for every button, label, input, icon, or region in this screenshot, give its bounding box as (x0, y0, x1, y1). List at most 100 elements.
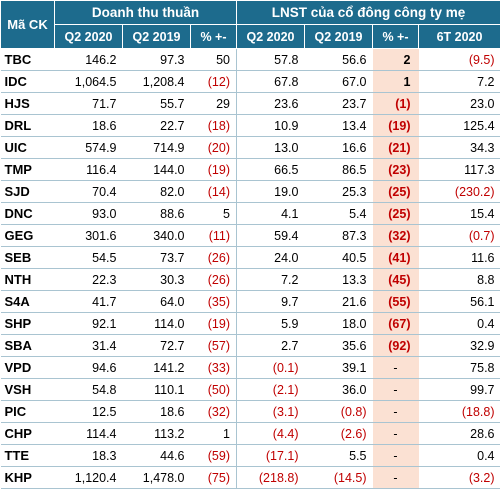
profit-q2-2020-cell: (17.1) (237, 445, 305, 467)
ticker-cell: SBA (1, 335, 55, 357)
revenue-q2-2019-cell: 714.9 (123, 137, 191, 159)
revenue-pct-cell: 29 (191, 93, 237, 115)
profit-q2-2020-cell: 59.4 (237, 225, 305, 247)
revenue-q2-2020-cell: 146.2 (55, 49, 123, 71)
profit-q2-2019-cell: 23.7 (305, 93, 373, 115)
profit-6t-2020-cell: 0.4 (419, 445, 500, 467)
revenue-q2-2019-cell: 1,478.0 (123, 467, 191, 489)
ticker-cell: TBC (1, 49, 55, 71)
revenue-pct-cell: (26) (191, 247, 237, 269)
profit-6t-2020-header: 6T 2020 (419, 25, 500, 49)
profit-q2-2019-cell: 40.5 (305, 247, 373, 269)
revenue-q2-2020-cell: 94.6 (55, 357, 123, 379)
profit-6t-2020-cell: 56.1 (419, 291, 500, 313)
revenue-q2-2019-cell: 144.0 (123, 159, 191, 181)
revenue-q2-2019-header: Q2 2019 (123, 25, 191, 49)
revenue-pct-cell: (32) (191, 401, 237, 423)
revenue-pct-cell: (19) (191, 313, 237, 335)
revenue-q2-2019-cell: 64.0 (123, 291, 191, 313)
revenue-q2-2019-cell: 88.6 (123, 203, 191, 225)
profit-q2-2019-cell: 21.6 (305, 291, 373, 313)
revenue-pct-cell: (18) (191, 115, 237, 137)
revenue-q2-2019-cell: 30.3 (123, 269, 191, 291)
revenue-q2-2020-cell: 41.7 (55, 291, 123, 313)
profit-q2-2019-cell: 25.3 (305, 181, 373, 203)
profit-6t-2020-cell: (3.2) (419, 467, 500, 489)
profit-6t-2020-cell: 8.8 (419, 269, 500, 291)
profit-q2-2019-cell: 87.3 (305, 225, 373, 247)
profit-q2-2020-cell: 5.9 (237, 313, 305, 335)
revenue-pct-cell: (50) (191, 379, 237, 401)
revenue-q2-2019-cell: 110.1 (123, 379, 191, 401)
profit-6t-2020-cell: (0.7) (419, 225, 500, 247)
profit-q2-2020-cell: 67.8 (237, 71, 305, 93)
profit-q2-2020-cell: 10.9 (237, 115, 305, 137)
profit-q2-2019-cell: (14.5) (305, 467, 373, 489)
revenue-q2-2020-cell: 22.3 (55, 269, 123, 291)
revenue-q2-2019-cell: 44.6 (123, 445, 191, 467)
profit-pct-cell: - (373, 423, 419, 445)
profit-6t-2020-cell: 99.7 (419, 379, 500, 401)
profit-6t-2020-cell: 75.8 (419, 357, 500, 379)
revenue-pct-cell: 50 (191, 49, 237, 71)
revenue-pct-cell: (33) (191, 357, 237, 379)
revenue-pct-header: % +- (191, 25, 237, 49)
profit-pct-cell: - (373, 401, 419, 423)
profit-q2-2020-cell: (3.1) (237, 401, 305, 423)
profit-q2-2020-header: Q2 2020 (237, 25, 305, 49)
profit-q2-2020-cell: 24.0 (237, 247, 305, 269)
ticker-column-header: Mã CK (1, 1, 55, 49)
profit-6t-2020-cell: 23.0 (419, 93, 500, 115)
ticker-cell: S4A (1, 291, 55, 313)
profit-6t-2020-cell: (230.2) (419, 181, 500, 203)
profit-q2-2019-cell: 86.5 (305, 159, 373, 181)
profit-6t-2020-cell: (18.8) (419, 401, 500, 423)
profit-q2-2019-cell: 16.6 (305, 137, 373, 159)
profit-q2-2019-cell: 5.5 (305, 445, 373, 467)
ticker-cell: CHP (1, 423, 55, 445)
revenue-pct-cell: (11) (191, 225, 237, 247)
profit-pct-cell: (25) (373, 181, 419, 203)
revenue-q2-2020-cell: 54.5 (55, 247, 123, 269)
table-header: Mã CK Doanh thu thuần LNST của cổ đông c… (1, 1, 500, 49)
profit-group-header: LNST của cổ đông công ty mẹ (237, 1, 500, 25)
revenue-q2-2020-cell: 116.4 (55, 159, 123, 181)
profit-6t-2020-cell: 34.3 (419, 137, 500, 159)
revenue-q2-2020-cell: 18.3 (55, 445, 123, 467)
profit-pct-cell: (1) (373, 93, 419, 115)
profit-pct-cell: (45) (373, 269, 419, 291)
profit-q2-2020-cell: 9.7 (237, 291, 305, 313)
revenue-pct-cell: 1 (191, 423, 237, 445)
profit-q2-2020-cell: (218.8) (237, 467, 305, 489)
profit-pct-cell: - (373, 467, 419, 489)
header-group-row: Mã CK Doanh thu thuần LNST của cổ đông c… (1, 1, 500, 25)
revenue-q2-2019-cell: 18.6 (123, 401, 191, 423)
profit-q2-2019-cell: 35.6 (305, 335, 373, 357)
ticker-cell: DNC (1, 203, 55, 225)
profit-6t-2020-cell: 15.4 (419, 203, 500, 225)
revenue-pct-cell: (57) (191, 335, 237, 357)
earnings-table-container: Mã CK Doanh thu thuần LNST của cổ đông c… (0, 0, 500, 467)
profit-pct-cell: (55) (373, 291, 419, 313)
ticker-cell: SJD (1, 181, 55, 203)
profit-q2-2019-cell: (2.6) (305, 423, 373, 445)
ticker-cell: VPD (1, 357, 55, 379)
profit-q2-2020-cell: 23.6 (237, 93, 305, 115)
profit-pct-cell: (41) (373, 247, 419, 269)
revenue-pct-cell: 5 (191, 203, 237, 225)
revenue-q2-2020-cell: 71.7 (55, 93, 123, 115)
profit-q2-2019-header: Q2 2019 (305, 25, 373, 49)
revenue-q2-2020-cell: 1,120.4 (55, 467, 123, 489)
